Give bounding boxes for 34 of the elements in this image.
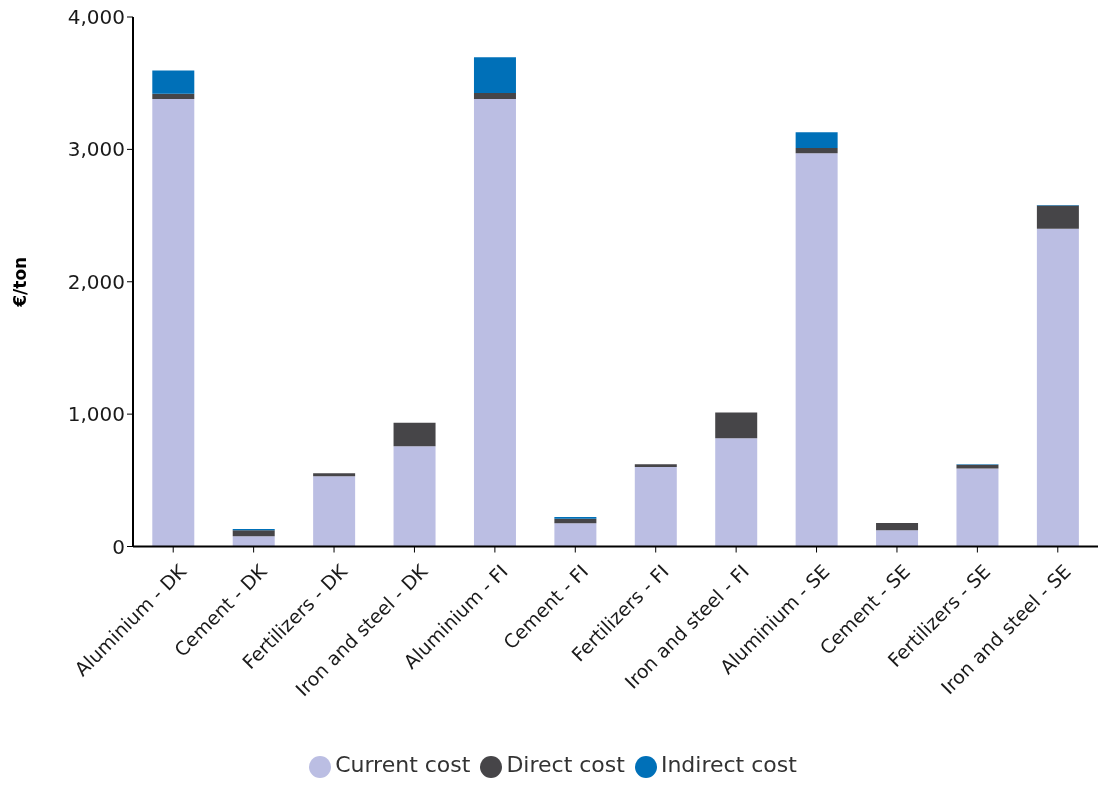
bar — [876, 523, 919, 531]
bar — [232, 536, 275, 547]
bar — [1036, 228, 1079, 547]
bar — [634, 467, 677, 547]
bar — [795, 153, 838, 547]
bar — [876, 530, 919, 547]
bar — [473, 93, 516, 100]
bar — [152, 93, 195, 100]
bar — [715, 412, 758, 439]
y-tick-label: 1,000 — [67, 402, 125, 427]
y-tick-label: 3,000 — [67, 137, 125, 162]
bar — [152, 70, 195, 94]
bar — [152, 99, 195, 547]
bar — [795, 132, 838, 149]
bar — [1036, 205, 1079, 229]
bar — [634, 464, 677, 468]
y-tick-label: 4,000 — [67, 5, 125, 30]
legend-label: Indirect cost — [660, 751, 797, 777]
bar — [795, 148, 838, 154]
bar — [715, 438, 758, 547]
bar — [473, 57, 516, 94]
y-tick-label: 0 — [112, 534, 125, 559]
bar — [554, 523, 597, 547]
bar — [473, 99, 516, 547]
y-tick-label: 2,000 — [67, 269, 125, 294]
bar — [393, 446, 436, 547]
bar — [393, 422, 436, 447]
bar — [956, 468, 999, 547]
bar — [232, 530, 275, 537]
legend-label: Direct cost — [506, 751, 625, 777]
bar — [313, 476, 356, 547]
bar — [313, 473, 356, 477]
legend-label: Current cost — [335, 751, 471, 777]
y-axis-title: €/ton — [10, 256, 31, 308]
